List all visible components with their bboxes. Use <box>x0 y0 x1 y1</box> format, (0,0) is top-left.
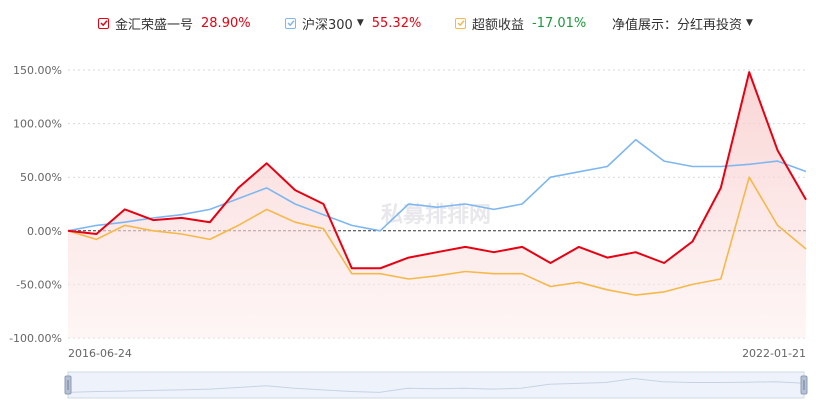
zoom-track[interactable] <box>67 371 805 399</box>
y-tick-label: 100.00% <box>13 118 62 131</box>
legend-label-hs300: 沪深300 <box>302 17 353 33</box>
zoom-preview-line <box>67 377 805 393</box>
legend-item-fund[interactable]: 金汇荣盛一号 28.90% <box>98 13 251 33</box>
nav-display-value: 分红再投资 <box>677 17 743 33</box>
legend-value-excess: -17.01% <box>532 15 587 31</box>
legend-label-fund: 金汇荣盛一号 <box>115 17 194 33</box>
nav-display-label: 净值展示： <box>612 17 678 33</box>
checkbox-checked-icon[interactable] <box>98 17 109 29</box>
checkbox-checked-icon[interactable] <box>455 17 466 29</box>
y-tick-label: 150.00% <box>13 64 62 77</box>
legend-item-hs300[interactable]: 沪深300 ▼ 55.32% <box>285 13 421 33</box>
y-tick-label: -100.00% <box>9 332 62 345</box>
x-tick-label: 2022-01-21 <box>742 347 806 360</box>
legend-label-excess: 超额收益 <box>472 17 525 33</box>
nav-display-select[interactable]: 净值展示： 分红再投资 ▼ <box>612 13 753 33</box>
chart-legend: 金汇荣盛一号 28.90% 沪深300 ▼ 55.32% 超额收益 -17.01… <box>0 0 816 44</box>
chevron-down-icon[interactable]: ▼ <box>356 18 364 28</box>
chevron-down-icon[interactable]: ▼ <box>746 18 753 28</box>
legend-item-excess[interactable]: 超额收益 -17.01% <box>455 13 586 33</box>
legend-value-hs300: 55.32% <box>371 15 422 31</box>
y-tick-label: 50.00% <box>20 171 62 184</box>
fund-area-fill <box>68 72 806 338</box>
line-chart: 150.00% 100.00% 50.00% 0.00% -50.00% -100.00%… <box>9 64 807 360</box>
checkbox-checked-icon[interactable] <box>285 17 296 29</box>
y-tick-label: 0.00% <box>27 225 62 238</box>
x-tick-label: 2016-06-24 <box>68 347 132 360</box>
legend-value-fund: 28.90% <box>201 15 251 31</box>
y-tick-label: -50.00% <box>16 278 62 291</box>
